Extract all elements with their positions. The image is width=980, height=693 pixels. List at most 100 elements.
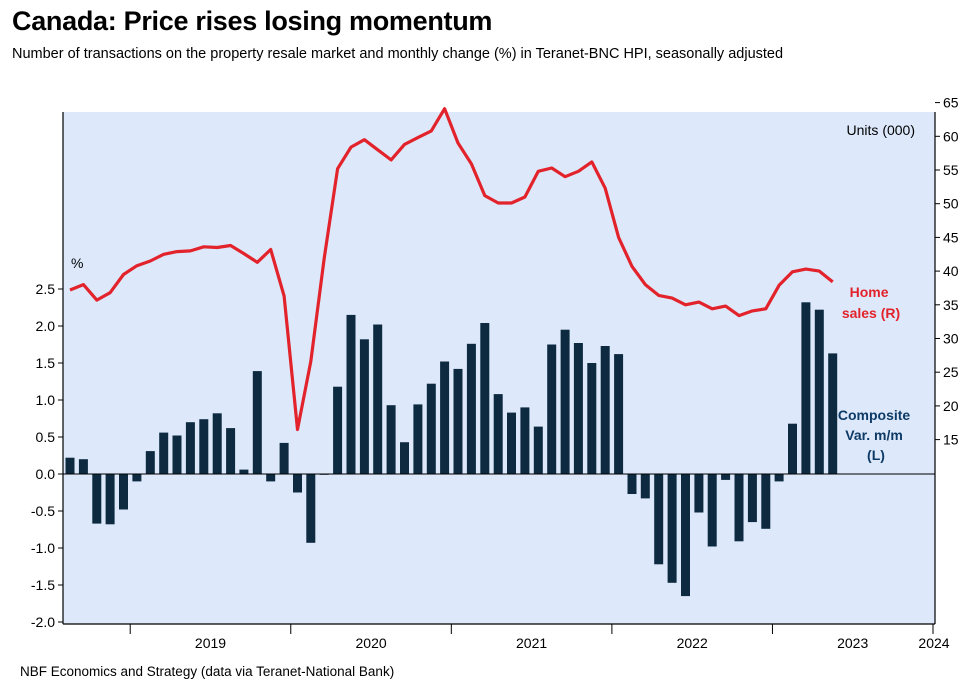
left-tick-label: 0.5	[36, 429, 56, 445]
composite-bar-2022-11	[747, 474, 757, 523]
composite-label-line-2: Var. m/m	[845, 427, 903, 443]
composite-bar-2021-06	[520, 407, 530, 474]
x-tick-label-2019: 2019	[195, 635, 226, 651]
right-axis-unit: Units (000)	[847, 122, 915, 138]
left-tick-label: -1.5	[31, 577, 55, 593]
composite-bar-2019-12	[279, 442, 289, 474]
composite-bar-2021-11	[587, 363, 597, 474]
composite-bar-2018-12	[119, 474, 128, 510]
composite-bar-2022-06	[681, 474, 690, 597]
composite-bar-2020-10	[413, 404, 423, 474]
composite-bar-2020-07	[373, 324, 383, 474]
composite-bar-2018-09	[78, 459, 88, 474]
composite-bar-2020-01	[293, 474, 302, 493]
composite-bar-2019-05	[185, 422, 195, 474]
composite-bar-2023-02	[788, 423, 797, 474]
composite-bar-2020-06	[359, 339, 369, 474]
composite-bar-2021-03	[480, 323, 490, 474]
composite-bar-2021-07	[533, 426, 543, 474]
left-axis-unit: %	[71, 255, 83, 271]
left-tick-label: 1.0	[36, 392, 56, 408]
composite-bar-2023-05	[828, 353, 838, 474]
right-tick-label: 60	[943, 128, 959, 144]
composite-bar-2019-03	[159, 432, 169, 474]
composite-bar-2021-09	[560, 329, 570, 474]
composite-bar-2020-11	[426, 383, 436, 474]
left-tick-label: 2.5	[36, 281, 56, 297]
right-tick-label: 25	[943, 364, 959, 380]
composite-bar-2020-12	[440, 361, 450, 474]
composite-bar-2022-12	[761, 474, 771, 529]
composite-bar-2023-04	[814, 309, 824, 474]
source-note: NBF Economics and Strategy (data via Ter…	[20, 664, 395, 679]
left-tick-label: -2.0	[31, 614, 55, 630]
home-sales-line	[69, 107, 834, 432]
left-tick-label: -1.0	[31, 540, 55, 556]
composite-bar-2021-01	[453, 368, 463, 474]
left-tick-label: -0.5	[31, 503, 55, 519]
composite-bar-2022-08	[707, 474, 717, 547]
right-tick-label: 40	[943, 263, 959, 279]
composite-bar-2022-05	[667, 474, 677, 583]
home-sales-label-line-1: Home	[850, 284, 889, 300]
axes-layer: 2.5 2.0 1.5 1.0 0.5 0.0 -0.5 -1.0 -1.5 -2.0 65 60 55…	[31, 95, 959, 651]
x-tick-label-2020: 2020	[356, 635, 387, 651]
composite-bar-2018-11	[105, 474, 115, 525]
composite-bar-2020-09	[400, 442, 409, 474]
composite-bar-2019-09	[239, 469, 249, 474]
home-sales-label: Home sales (R)	[842, 284, 900, 321]
home-sales-label-line-2: sales (R)	[842, 305, 900, 321]
composite-bar-2020-05	[346, 314, 356, 474]
composite-bar-2019-10	[252, 371, 262, 474]
right-tick-label: 20	[943, 398, 959, 414]
chart-subtitle: Number of transactions on the property r…	[12, 46, 784, 62]
composite-bar-2020-08	[386, 405, 396, 474]
composite-bar-2022-10	[734, 474, 744, 542]
composite-bar-2019-11	[266, 474, 276, 482]
composite-label-line-1: Composite	[838, 407, 911, 423]
chart-title: Canada: Price rises losing momentum	[12, 6, 493, 36]
composite-bar-2022-01	[614, 354, 624, 474]
right-tick-label: 45	[943, 229, 959, 245]
composite-bar-2022-03	[640, 474, 650, 499]
composite-bar-2021-02	[466, 343, 476, 474]
x-tick-label-2022: 2022	[677, 635, 708, 651]
composite-bar-2019-06	[199, 419, 209, 474]
composite-bar-2021-12	[600, 346, 610, 474]
composite-bar-2019-02	[145, 451, 155, 474]
composite-label: Composite Var. m/m (L)	[838, 407, 914, 463]
right-tick-label: 55	[943, 162, 959, 178]
composite-bar-2021-04	[493, 394, 503, 474]
composite-label-line-3: (L)	[867, 447, 885, 463]
composite-bar-2020-04	[333, 386, 343, 474]
composite-bar-2019-01	[132, 474, 142, 482]
bars-layer	[65, 302, 838, 597]
composite-bar-2019-07	[212, 413, 222, 474]
plot-area	[63, 112, 935, 624]
right-tick-label: 30	[943, 331, 959, 347]
composite-bar-2018-10	[92, 474, 102, 524]
right-tick-label: 35	[943, 297, 959, 313]
composite-bar-2019-08	[226, 428, 236, 474]
left-tick-label: 0.0	[36, 466, 56, 482]
left-tick-label: 2.0	[36, 318, 56, 334]
composite-bar-2022-02	[627, 474, 637, 494]
composite-bar-2019-04	[172, 435, 182, 474]
right-tick-label: 15	[943, 432, 959, 448]
composite-bar-2023-03	[801, 302, 811, 474]
composite-bar-2023-01	[774, 474, 784, 482]
composite-bar-2021-05	[507, 412, 516, 474]
composite-bar-2022-09	[721, 474, 731, 480]
x-tick-label-2021: 2021	[516, 635, 547, 651]
composite-bar-2021-10	[573, 343, 583, 474]
composite-bar-2022-07	[694, 474, 704, 513]
right-tick-label: 65	[943, 95, 959, 111]
composite-bar-2022-04	[654, 474, 664, 565]
composite-bar-2021-08	[547, 344, 557, 474]
composite-bar-2020-02	[306, 474, 316, 543]
composite-bar-2018-08	[65, 457, 75, 474]
left-tick-label: 1.5	[36, 355, 56, 371]
x-tick-label-2024: 2024	[918, 635, 949, 651]
right-tick-label: 50	[943, 196, 959, 212]
